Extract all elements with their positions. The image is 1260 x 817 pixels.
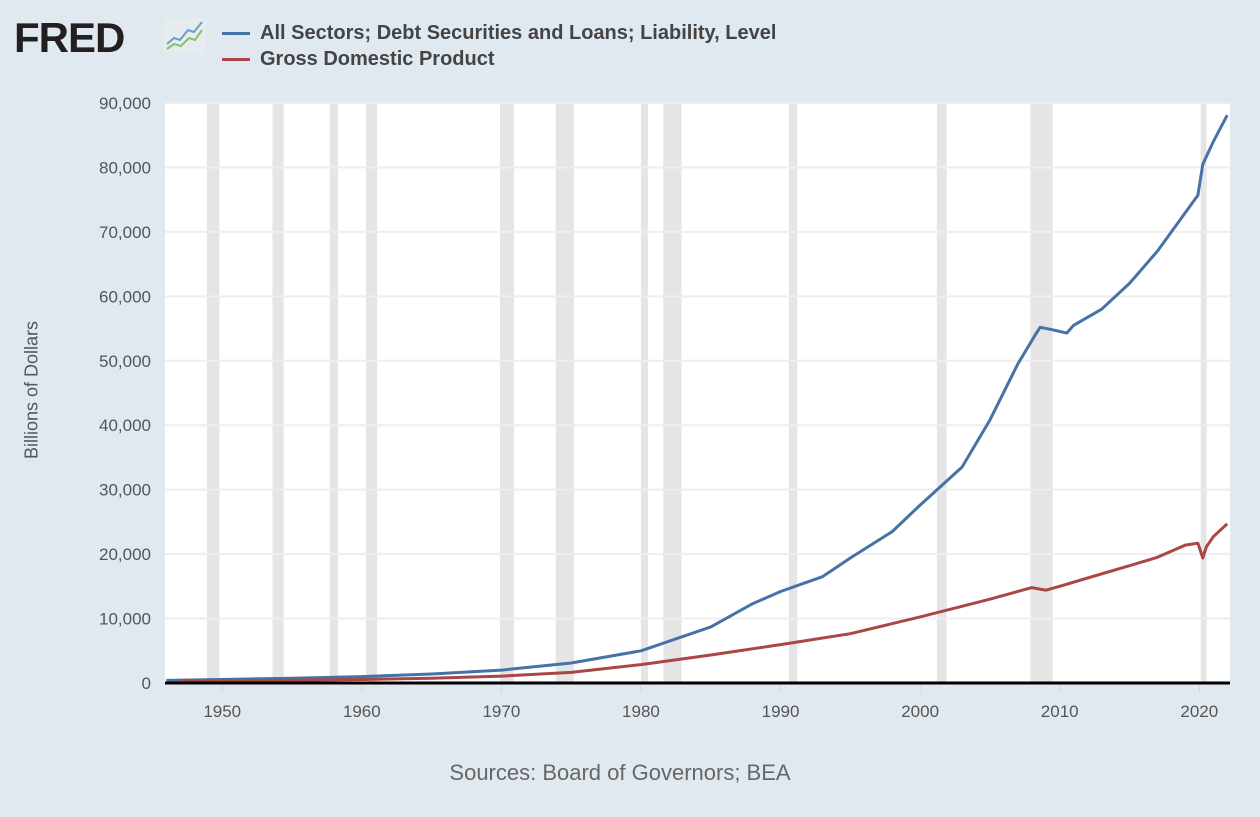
legend-label: All Sectors; Debt Securities and Loans; …: [260, 21, 777, 44]
plot-area: 0 10,000 20,000 30,000 40,000 50,000 60,000 70,…: [99, 94, 1230, 721]
y-tick-label: 50,000: [99, 352, 151, 371]
legend-label: Gross Domestic Product: [260, 47, 495, 70]
recession-band: [365, 103, 378, 683]
recession-band: [206, 103, 220, 683]
recession-band: [663, 103, 682, 683]
recession-band: [329, 103, 339, 683]
debt-line: [166, 114, 1229, 682]
y-tick-label: 90,000: [99, 94, 151, 113]
x-tick-label: 1990: [762, 702, 800, 721]
x-tick-label: 2020: [1180, 702, 1218, 721]
fred-logo[interactable]: FRED: [14, 14, 125, 61]
y-tick-label: 0: [142, 674, 151, 693]
x-tick-label: 2010: [1041, 702, 1079, 721]
y-tick-label: 70,000: [99, 223, 151, 242]
recession-band: [272, 103, 284, 683]
y-tick-label: 10,000: [99, 610, 151, 629]
x-tick-label: 2000: [901, 702, 939, 721]
recession-band: [1030, 103, 1053, 683]
x-tick-label: 1980: [622, 702, 660, 721]
x-tick-label: 1970: [482, 702, 520, 721]
recession-band: [936, 103, 947, 683]
y-tick-label: 30,000: [99, 481, 151, 500]
recession-band: [788, 103, 798, 683]
legend-item-debt[interactable]: All Sectors; Debt Securities and Loans; …: [222, 20, 776, 46]
legend-swatch: [222, 31, 250, 35]
legend-swatch: [222, 57, 250, 61]
y-tick-label: 80,000: [99, 158, 151, 177]
recession-band: [499, 103, 514, 683]
recession-band: [1200, 103, 1207, 683]
legend-item-gdp[interactable]: Gross Domestic Product: [222, 46, 776, 72]
source-note: Sources: Board of Governors; BEA: [449, 760, 791, 785]
chart-logo-icon: [164, 18, 206, 54]
x-tick-label: 1960: [343, 702, 381, 721]
y-tick-label: 20,000: [99, 545, 151, 564]
gdp-line: [180, 522, 1229, 683]
legend: All Sectors; Debt Securities and Loans; …: [222, 20, 776, 72]
recession-band: [555, 103, 574, 683]
plot-background: [165, 103, 1230, 683]
y-tick-label: 60,000: [99, 287, 151, 306]
x-tick-label: 1950: [203, 702, 241, 721]
y-tick-label: 40,000: [99, 416, 151, 435]
recession-band: [640, 103, 648, 683]
